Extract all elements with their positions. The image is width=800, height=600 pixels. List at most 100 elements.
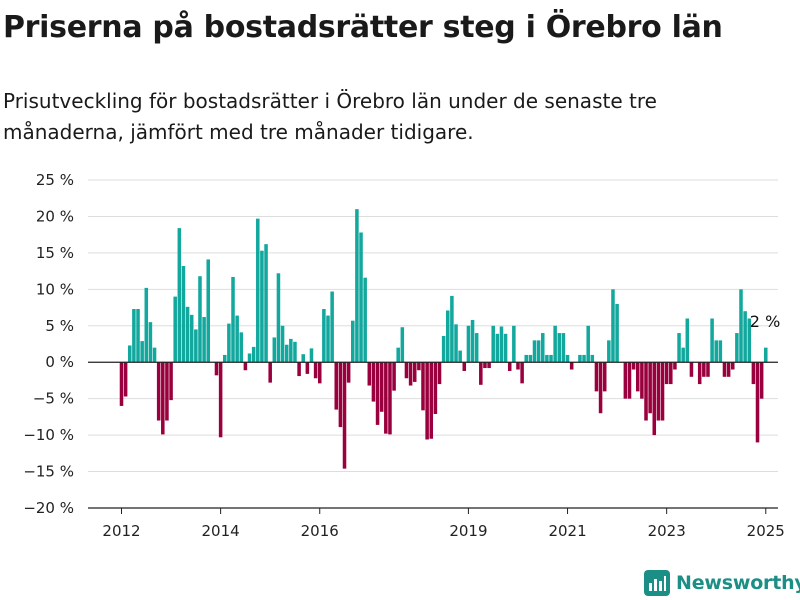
bar	[735, 333, 739, 363]
bar	[627, 362, 632, 399]
bar	[305, 362, 310, 374]
bar	[371, 362, 376, 402]
y-tick-label: −20 %	[23, 499, 74, 517]
bar	[243, 362, 248, 371]
bar	[586, 325, 590, 363]
bar	[755, 362, 760, 443]
y-tick-label: 10 %	[36, 280, 74, 298]
chart-title: Priserna på bostadsrätter steg i Örebro …	[3, 10, 723, 45]
bar	[569, 362, 574, 370]
bar	[231, 276, 235, 363]
bar	[739, 289, 743, 363]
bar	[685, 318, 690, 363]
bar	[479, 362, 483, 385]
bar	[165, 362, 169, 421]
bar	[487, 362, 491, 369]
bar	[602, 362, 607, 392]
bar	[644, 362, 648, 421]
bar	[334, 362, 339, 410]
bar	[392, 362, 396, 391]
bar	[239, 332, 244, 363]
bar	[458, 350, 462, 363]
bar	[520, 362, 524, 384]
y-tick-label: 20 %	[36, 207, 74, 225]
bar	[730, 362, 735, 370]
bar	[132, 309, 136, 363]
bar	[759, 362, 764, 399]
bar	[660, 362, 665, 421]
bar	[722, 362, 727, 377]
bar	[557, 333, 562, 363]
bar	[185, 306, 190, 363]
bar	[177, 228, 182, 363]
bar	[512, 325, 516, 363]
bar	[214, 362, 219, 376]
bar	[697, 362, 702, 385]
bar	[689, 362, 694, 377]
bar	[594, 362, 599, 392]
bar	[330, 291, 334, 363]
bar	[384, 362, 388, 434]
bar	[301, 354, 305, 363]
bar	[561, 333, 566, 363]
bar	[367, 362, 372, 386]
bar	[516, 362, 520, 370]
bar	[441, 335, 446, 363]
bar	[578, 354, 582, 363]
bar	[582, 354, 586, 363]
x-tick-label: 2021	[548, 522, 586, 540]
bar	[351, 320, 355, 363]
bar	[338, 362, 343, 428]
bar	[764, 347, 768, 363]
bar	[202, 317, 206, 363]
bar	[677, 333, 681, 363]
bar	[251, 346, 256, 363]
bar	[194, 329, 198, 363]
bar	[743, 311, 747, 363]
bar	[173, 296, 177, 363]
bar	[326, 315, 330, 363]
y-tick-label: −5 %	[33, 390, 74, 408]
bar	[123, 362, 128, 397]
bar	[235, 315, 239, 363]
bar	[355, 209, 359, 363]
bar	[532, 340, 537, 363]
bar	[615, 303, 619, 363]
bar	[652, 362, 657, 436]
bar	[507, 362, 512, 371]
bar	[363, 277, 367, 363]
bar	[375, 362, 380, 425]
y-tick-label: 15 %	[36, 244, 74, 262]
bar	[222, 354, 227, 363]
bar	[272, 337, 277, 363]
y-tick-label: −15 %	[23, 463, 74, 481]
bar	[206, 259, 210, 363]
bar	[450, 295, 454, 363]
bar	[751, 362, 756, 385]
bar	[161, 362, 165, 435]
bar	[293, 341, 297, 363]
bar	[421, 362, 425, 411]
bar	[640, 362, 644, 399]
bar	[256, 218, 260, 363]
bar	[247, 353, 252, 363]
bar	[198, 276, 202, 363]
bar	[631, 362, 636, 370]
bars	[119, 209, 768, 469]
bar	[284, 344, 289, 363]
y-tick-label: 5 %	[45, 317, 74, 335]
bar	[483, 362, 487, 369]
last-value-label: 2 %	[750, 312, 780, 331]
bar	[227, 323, 231, 363]
bar	[400, 327, 405, 363]
x-tick-label: 2016	[301, 522, 339, 540]
bar	[280, 325, 285, 363]
bar	[541, 333, 545, 363]
bar	[607, 340, 611, 363]
bar	[317, 362, 322, 384]
bar	[425, 362, 429, 440]
bar	[148, 322, 153, 363]
bar	[417, 362, 421, 371]
bar	[503, 333, 508, 363]
